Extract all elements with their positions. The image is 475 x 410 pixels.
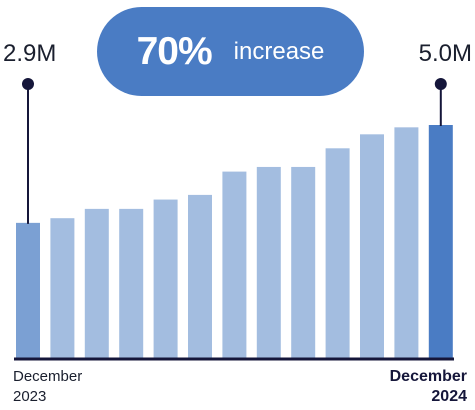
start-period-month: December [13,368,83,385]
bar-3 [84,208,109,358]
bar-11 [360,134,384,358]
bar-8 [256,166,281,358]
start-period-label: December 2023 [13,367,82,407]
bar-2 [50,218,75,358]
end-period-month: December [389,368,467,385]
increase-value: 70% [136,29,213,73]
bar-12 [394,127,419,358]
bar-10 [325,148,350,358]
bar-9 [291,166,316,358]
start-period-year: 2023 [13,388,47,405]
bar-7 [222,171,247,358]
increase-label: increase [233,37,325,65]
bar-5 [153,199,178,358]
increase-badge: 70% increase [97,7,364,96]
start-value-label: 2.9M [3,40,57,67]
bar-6 [188,194,212,358]
end-value-label: 5.0M [418,40,472,67]
bar-1 [16,222,40,358]
start-marker-dot [22,78,34,90]
end-period-label: December 2024 [390,367,467,407]
bar-4 [119,208,144,358]
bar-13 [428,125,453,358]
end-marker-dot [434,78,447,90]
end-period-year: 2024 [431,388,467,405]
